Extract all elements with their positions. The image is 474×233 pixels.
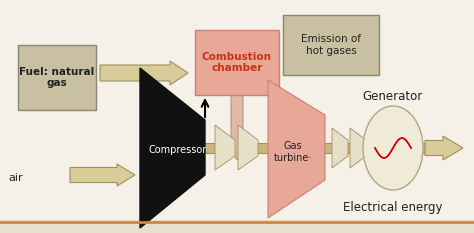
FancyArrow shape — [314, 20, 334, 75]
Text: Combustion
chamber: Combustion chamber — [202, 52, 272, 73]
Text: Compressor: Compressor — [149, 145, 207, 155]
FancyBboxPatch shape — [283, 15, 379, 75]
Polygon shape — [215, 125, 235, 170]
Polygon shape — [238, 125, 258, 170]
Text: Gas
turbine·: Gas turbine· — [274, 141, 312, 163]
Text: Fuel: natural
gas: Fuel: natural gas — [19, 67, 95, 88]
Polygon shape — [268, 80, 325, 218]
FancyArrow shape — [100, 61, 188, 85]
FancyBboxPatch shape — [18, 45, 96, 110]
FancyArrow shape — [227, 95, 247, 160]
Text: Generator: Generator — [363, 89, 423, 103]
Polygon shape — [140, 68, 205, 228]
Text: air: air — [8, 173, 23, 183]
Text: Electrical energy: Electrical energy — [343, 202, 443, 215]
FancyBboxPatch shape — [140, 143, 430, 153]
FancyArrow shape — [70, 164, 135, 186]
FancyBboxPatch shape — [195, 30, 279, 95]
Text: Emission of
hot gases: Emission of hot gases — [301, 34, 361, 56]
Polygon shape — [350, 128, 366, 168]
FancyArrow shape — [425, 136, 463, 160]
Ellipse shape — [363, 106, 423, 190]
FancyBboxPatch shape — [0, 0, 474, 220]
Polygon shape — [332, 128, 348, 168]
